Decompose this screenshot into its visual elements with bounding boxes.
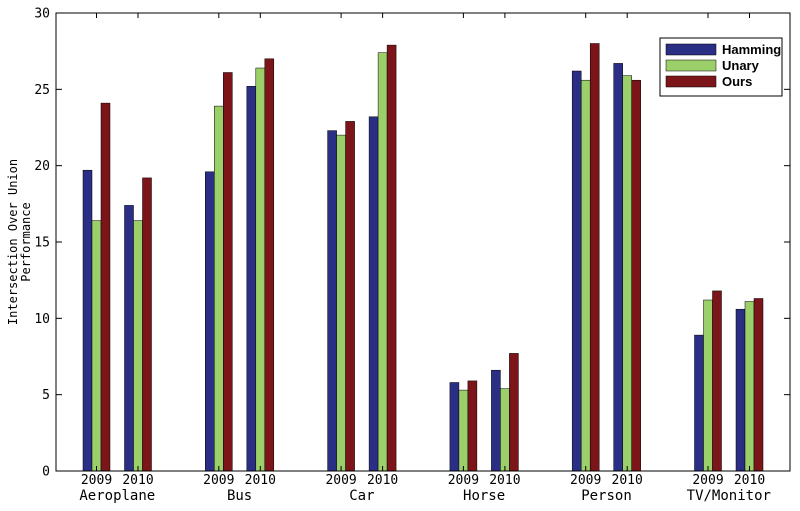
bar-unary-bus-2010: [255, 67, 266, 472]
bar-hamming-horse-2010: [491, 369, 501, 472]
y-tick-label: 10: [34, 312, 50, 327]
y-tick-label: 30: [34, 7, 50, 22]
x-tick-label: 2010: [489, 473, 520, 488]
x-tick-label: 2010: [612, 473, 643, 488]
bar-ours-person-2009: [589, 43, 600, 472]
x-tick-label: 2009: [448, 473, 479, 488]
bar-unary-person-2010: [622, 75, 632, 472]
x-tick-label: 2009: [203, 473, 234, 488]
bar-unary-car-2009: [336, 134, 346, 472]
x-category-label: Person: [581, 488, 632, 504]
legend-label-hamming: Hamming: [722, 42, 781, 57]
x-category-label: Horse: [463, 488, 505, 504]
x-tick-label: 2009: [570, 473, 601, 488]
x-category-label: TV/Monitor: [687, 488, 771, 504]
x-category-label: Bus: [227, 488, 252, 504]
bar-ours-bus-2010: [264, 58, 275, 472]
x-tick-label: 2010: [734, 473, 765, 488]
y-axis-label-line: Performance: [19, 202, 33, 281]
x-category-label: Car: [349, 488, 374, 504]
bar-unary-tvmonitor-2010: [744, 301, 755, 472]
bar-unary-horse-2010: [500, 388, 510, 472]
y-tick-label: 25: [34, 83, 50, 98]
bar-ours-horse-2010: [509, 353, 519, 472]
bar-unary-tvmonitor-2009: [703, 299, 713, 472]
bar-ours-person-2010: [631, 79, 641, 472]
bar-hamming-tvmonitor-2009: [694, 334, 704, 472]
x-tick-label: 2009: [325, 473, 356, 488]
bar-hamming-tvmonitor-2010: [735, 308, 746, 472]
legend-label-unary: Unary: [722, 58, 760, 73]
bar-ours-tvmonitor-2009: [712, 290, 722, 472]
bar-ours-car-2010: [386, 44, 397, 472]
y-axis-label-line: Intersection Over Union: [6, 159, 20, 325]
bar-ours-aeroplane-2009: [100, 102, 111, 472]
bar-unary-aeroplane-2009: [91, 220, 102, 472]
x-tick-label: 2010: [122, 473, 153, 488]
bar-hamming-person-2009: [571, 70, 582, 472]
legend-swatch-hamming: [665, 43, 717, 56]
bar-ours-car-2009: [345, 121, 355, 472]
bar-ours-horse-2009: [467, 380, 478, 472]
x-tick-label: 2010: [367, 473, 398, 488]
bar-ours-bus-2009: [223, 72, 233, 472]
bar-hamming-car-2010: [368, 116, 379, 472]
bar-hamming-bus-2009: [205, 171, 215, 472]
y-tick-label: 0: [42, 465, 50, 480]
bar-unary-person-2009: [580, 79, 591, 472]
legend-label-ours: Ours: [722, 74, 752, 89]
bar-hamming-bus-2010: [246, 86, 257, 472]
bar-hamming-aeroplane-2010: [124, 205, 134, 472]
y-tick-label: 20: [34, 159, 50, 174]
bar-hamming-aeroplane-2009: [82, 169, 93, 472]
y-axis-label: Intersection Over Union Performance: [6, 159, 33, 325]
bar-ours-aeroplane-2010: [142, 177, 152, 472]
bar-unary-bus-2009: [214, 105, 224, 472]
bar-unary-horse-2009: [458, 389, 469, 472]
x-tick-label: 2010: [245, 473, 276, 488]
x-category-label: Aeroplane: [79, 488, 155, 504]
bar-hamming-horse-2009: [449, 382, 460, 472]
y-tick-label: 15: [34, 236, 50, 251]
bar-unary-aeroplane-2010: [133, 220, 143, 472]
legend-swatch-unary: [665, 59, 717, 72]
bar-unary-car-2010: [377, 52, 388, 472]
bar-ours-tvmonitor-2010: [753, 298, 764, 472]
y-tick-label: 5: [42, 388, 50, 403]
bar-hamming-person-2010: [613, 63, 623, 472]
legend-swatch-ours: [665, 75, 717, 88]
x-tick-label: 2009: [81, 473, 112, 488]
bar-hamming-car-2009: [327, 130, 337, 472]
x-tick-label: 2009: [692, 473, 723, 488]
